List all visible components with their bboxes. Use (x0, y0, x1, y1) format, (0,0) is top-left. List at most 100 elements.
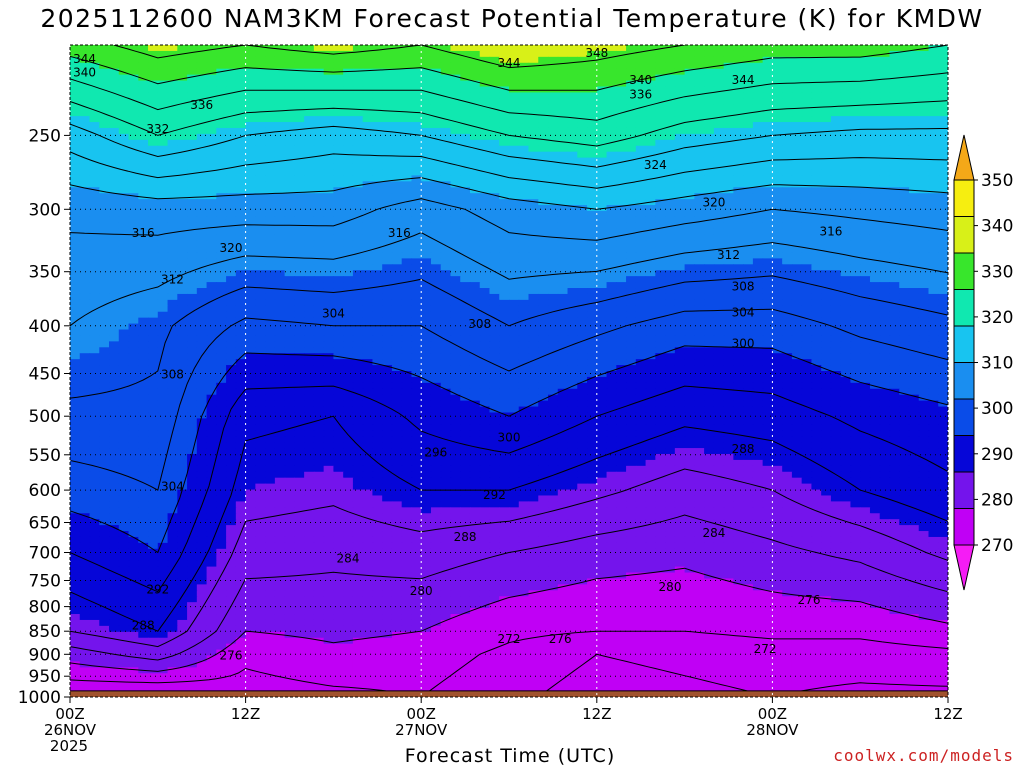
field-cell (528, 133, 539, 141)
field-cell (655, 359, 666, 366)
field-cell (89, 323, 100, 331)
field-cell (216, 335, 227, 342)
field-cell (128, 335, 139, 342)
field-cell (157, 175, 169, 182)
field-cell (811, 365, 822, 372)
field-cell (626, 139, 637, 147)
field-cell (89, 276, 100, 283)
field-cell (811, 157, 822, 165)
field-cell (70, 181, 81, 188)
field-cell (655, 264, 666, 271)
field-cell (148, 157, 159, 165)
field-cell (782, 311, 793, 319)
field-cell (196, 205, 208, 212)
field-cell (128, 68, 139, 76)
field-cell (616, 270, 627, 277)
field-cell (499, 258, 510, 265)
field-cell (733, 240, 744, 248)
field-cell (148, 139, 159, 147)
field-cell (869, 92, 881, 99)
field-cell (235, 104, 247, 111)
field-cell (899, 133, 910, 141)
field-cell (596, 252, 608, 259)
field-cell (801, 323, 813, 331)
field-cell (255, 133, 266, 141)
field-cell (596, 323, 608, 331)
field-cell (840, 329, 852, 337)
field-cell (674, 335, 686, 342)
field-cell (196, 116, 208, 123)
field-cell (216, 353, 227, 360)
field-cell (548, 222, 559, 230)
field-cell (167, 288, 178, 295)
field-cell (782, 210, 793, 218)
field-cell (489, 353, 500, 360)
field-cell (860, 270, 871, 277)
field-cell (109, 258, 120, 265)
field-cell (879, 193, 891, 200)
field-cell (128, 157, 139, 165)
field-cell (391, 68, 403, 76)
field-cell (469, 56, 481, 64)
field-cell (343, 335, 354, 342)
field-cell (928, 133, 939, 141)
field-cell (840, 347, 852, 354)
field-cell (401, 216, 413, 224)
field-cell (557, 62, 569, 70)
field-cell (528, 104, 539, 111)
field-cell (606, 353, 617, 360)
field-cell (645, 216, 656, 224)
field-cell (89, 205, 100, 212)
field-cell (938, 341, 948, 348)
field-cell (128, 50, 139, 58)
field-cell (401, 341, 413, 348)
field-cell (518, 252, 530, 259)
field-cell (518, 187, 530, 194)
field-cell (548, 133, 559, 141)
field-cell (343, 276, 354, 283)
field-cell (450, 299, 461, 307)
field-cell (255, 258, 266, 265)
field-cell (440, 110, 452, 117)
field-cell (352, 228, 364, 236)
field-cell (723, 127, 734, 135)
field-cell (352, 282, 364, 289)
field-cell (79, 127, 91, 135)
field-cell (645, 288, 656, 295)
field-cell (567, 234, 578, 242)
field-cell (645, 270, 656, 277)
field-cell (362, 359, 374, 366)
field-cell (469, 175, 481, 182)
field-cell (401, 187, 413, 194)
field-cell (70, 311, 81, 319)
field-cell (70, 163, 81, 171)
field-cell (811, 193, 822, 200)
field-cell (177, 116, 188, 123)
field-cell (440, 56, 452, 64)
field-cell (752, 104, 764, 111)
field-cell (138, 288, 149, 295)
field-cell (450, 157, 461, 165)
field-cell (401, 359, 413, 366)
field-cell (304, 282, 315, 289)
field-cell (226, 133, 237, 141)
field-cell (148, 311, 159, 319)
field-cell (665, 341, 676, 348)
field-cell (187, 240, 198, 248)
field-cell (743, 305, 754, 313)
field-cell (665, 216, 676, 224)
field-cell (577, 175, 588, 182)
field-cell (879, 157, 891, 165)
field-cell (694, 216, 705, 224)
field-cell (567, 157, 578, 165)
field-cell (99, 151, 110, 159)
field-cell (840, 92, 852, 99)
field-cell (821, 323, 832, 331)
field-cell (889, 270, 900, 277)
field-cell (899, 240, 910, 248)
field-cell (450, 270, 461, 277)
field-cell (528, 216, 539, 224)
field-cell (635, 311, 647, 319)
field-cell (655, 282, 666, 289)
field-cell (684, 110, 695, 117)
